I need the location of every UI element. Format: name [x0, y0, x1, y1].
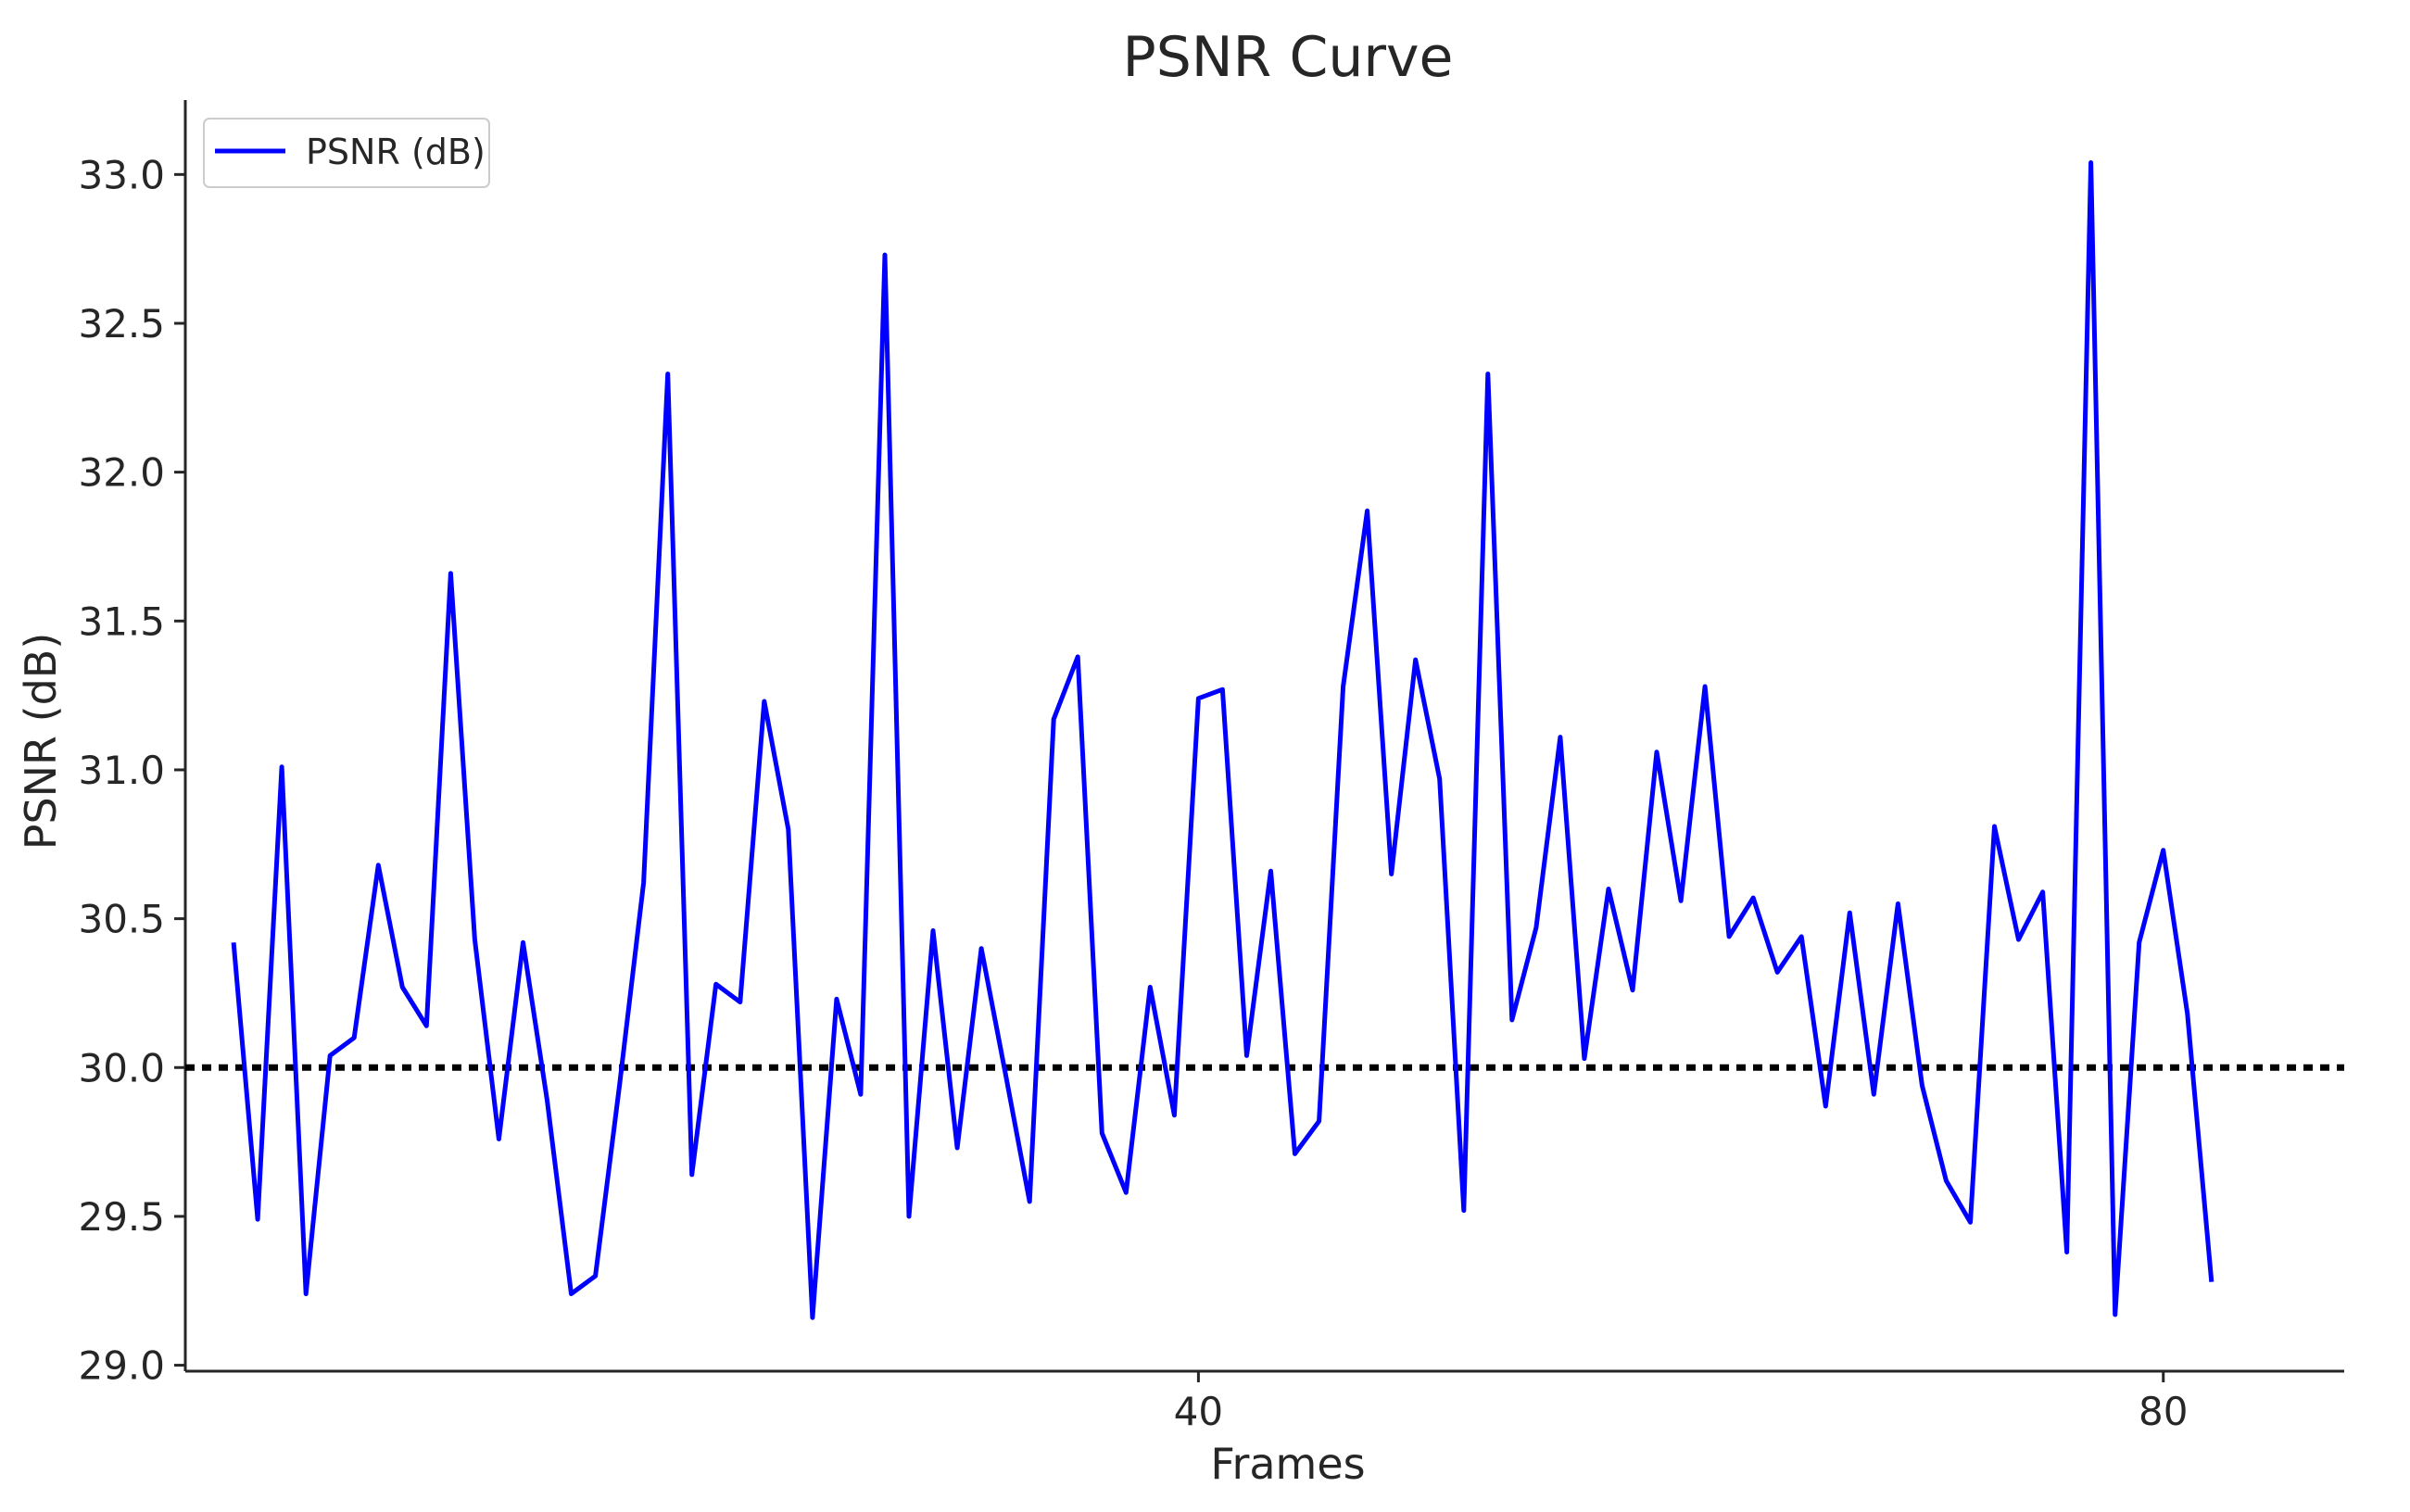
y-tick-label: 33.0	[78, 152, 165, 197]
legend-label: PSNR (dB)	[306, 132, 486, 172]
psnr-series-line	[231, 160, 2214, 1320]
x-tick-label: 40	[1174, 1389, 1223, 1434]
y-tick-label: 30.5	[78, 897, 165, 942]
axes	[183, 100, 2344, 1373]
chart-title: PSNR Curve	[1123, 25, 1454, 90]
y-axis-ticks: 29.0 29.5 30.0 30.5 31.0 31.5 32.0 32.5 33.0	[78, 152, 185, 1389]
y-tick-label: 29.5	[78, 1194, 165, 1240]
y-tick-label: 31.0	[78, 748, 165, 793]
x-tick-label: 80	[2139, 1389, 2188, 1434]
y-tick-label: 30.0	[78, 1045, 165, 1090]
legend: PSNR (dB)	[203, 118, 490, 188]
y-tick-label: 29.0	[78, 1343, 165, 1389]
x-axis-label: Frames	[1210, 1439, 1365, 1489]
x-axis-ticks: 40 80	[1174, 1371, 2188, 1434]
y-tick-label: 31.5	[78, 598, 165, 644]
y-axis-label: PSNR (dB)	[16, 633, 66, 850]
y-tick-label: 32.0	[78, 450, 165, 496]
y-tick-label: 32.5	[78, 301, 165, 346]
legend-box	[203, 118, 490, 188]
